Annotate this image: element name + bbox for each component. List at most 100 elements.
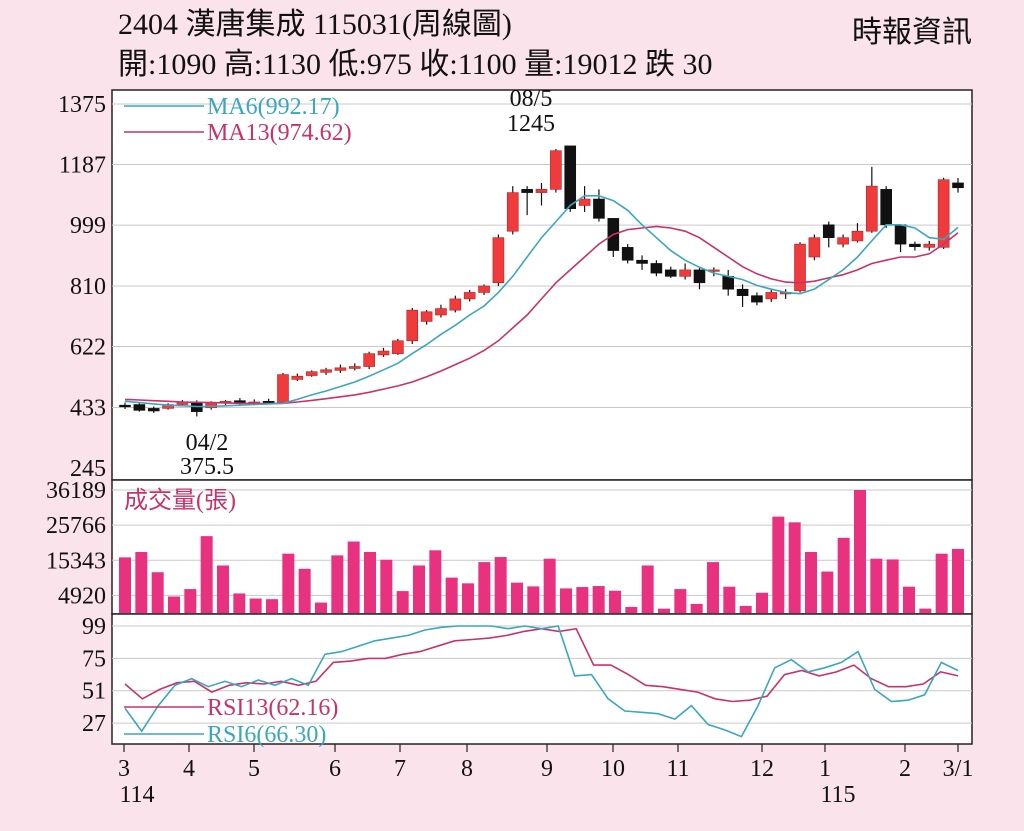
candle-up: [866, 185, 878, 232]
volume-y-axis: 36189 25766 15343 4920: [46, 478, 106, 609]
volume-bar: [364, 551, 376, 613]
volume-bar: [347, 541, 360, 613]
candle-up: [305, 371, 318, 376]
volume-bar: [952, 548, 964, 613]
candle-up: [851, 230, 864, 242]
volume-bar: [396, 591, 409, 613]
panel-frames: [111, 89, 973, 745]
candle-down: [234, 400, 246, 403]
volume-bar: [200, 536, 213, 613]
low-value-annotation: 375.5: [180, 454, 234, 480]
volume-bar: [445, 577, 458, 613]
volume-tick-label: 4920: [58, 583, 106, 609]
year-label: 114: [119, 782, 154, 808]
candle-down: [894, 224, 907, 245]
price-tick-label: 1187: [59, 153, 106, 179]
volume-bar: [772, 516, 785, 613]
candle-up: [578, 198, 591, 206]
candle-down: [952, 182, 964, 189]
candle-down: [736, 288, 749, 296]
candle-up: [320, 369, 332, 373]
legends: 成交量(張) MA6(992.17)MA13(974.62) RSI13(62.16…: [124, 94, 352, 748]
volume-bar: [151, 572, 164, 613]
candle-down: [636, 259, 648, 264]
volume-bar: [658, 608, 670, 613]
price-tick-label: 245: [70, 456, 106, 482]
candle-up: [334, 367, 347, 371]
candle-up: [463, 292, 476, 300]
candle-down: [147, 408, 160, 412]
candle-down: [621, 247, 634, 261]
volume-bar: [380, 559, 393, 613]
volume-bar: [788, 522, 801, 613]
candle-down: [664, 269, 677, 277]
candle-up: [363, 353, 375, 367]
candle-down: [191, 402, 203, 412]
rsi-lines: [124, 625, 959, 738]
rsi-tick-label: 75: [82, 646, 106, 672]
candle-down: [133, 404, 146, 411]
price-tick-label: 810: [70, 274, 106, 300]
data-source-label: 時報資訊: [852, 16, 972, 49]
rsi-tick-label: 99: [82, 614, 106, 640]
rsi-y-axis: 99 75 51 27: [82, 614, 106, 737]
price-panel-frame: [111, 89, 973, 481]
volume-bar: [462, 583, 474, 613]
volume-bar: [478, 562, 491, 613]
volume-bar: [282, 553, 295, 613]
candle-down: [722, 276, 735, 290]
candle-down: [119, 404, 131, 408]
candle-down: [650, 263, 663, 274]
volume-bar: [494, 557, 507, 613]
x-tick-label: 9: [541, 756, 553, 782]
volume-bar: [249, 598, 262, 613]
candle-up: [535, 189, 548, 193]
rsi-panel-frame: [111, 613, 973, 745]
volume-title: 成交量(張): [124, 487, 236, 514]
candle-down: [564, 145, 577, 209]
x-tick-label: 2: [899, 756, 911, 782]
x-tick-label: 7: [394, 756, 406, 782]
candle-down: [521, 189, 533, 193]
candle-down: [909, 243, 921, 248]
candle-up: [377, 350, 390, 356]
volume-bar: [821, 571, 834, 613]
moving-average-lines: [124, 195, 959, 408]
rsi-tick-label: 27: [82, 711, 106, 737]
volume-bar: [184, 589, 197, 613]
volume-bar: [609, 590, 621, 613]
volume-bar: [674, 589, 687, 613]
candle-down: [880, 189, 892, 226]
volume-bar: [690, 603, 703, 613]
ma6-line: [124, 195, 959, 408]
volume-bar: [527, 586, 540, 613]
x-tick-label: 11: [666, 756, 689, 782]
x-tick-label: 10: [601, 756, 625, 782]
low-date-annotation: 04/2: [186, 430, 229, 456]
candle-up: [478, 285, 490, 293]
volume-bar: [233, 593, 246, 613]
candle-up: [449, 298, 462, 311]
price-tick-label: 1375: [58, 92, 106, 118]
volume-bar: [739, 605, 752, 613]
volume-bar: [756, 592, 768, 613]
volume-bar: [886, 559, 899, 613]
candle-down: [822, 224, 835, 238]
candle-up: [794, 243, 806, 292]
candle-up: [937, 179, 950, 248]
volume-bar: [135, 551, 148, 613]
volume-bar: [429, 550, 442, 613]
x-tick-label: 3/1: [943, 756, 974, 782]
price-tick-label: 433: [70, 395, 106, 421]
legend-label: MA6(992.17): [207, 94, 340, 120]
candle-up: [277, 374, 289, 403]
volume-bar: [935, 553, 948, 613]
x-tick-label: 1: [819, 756, 831, 782]
volume-bar: [723, 586, 736, 613]
candle-up: [406, 309, 419, 342]
candle-up: [837, 237, 849, 245]
candle-up: [550, 150, 562, 190]
candle-up: [392, 340, 404, 354]
volume-tick-label: 36189: [46, 478, 106, 504]
